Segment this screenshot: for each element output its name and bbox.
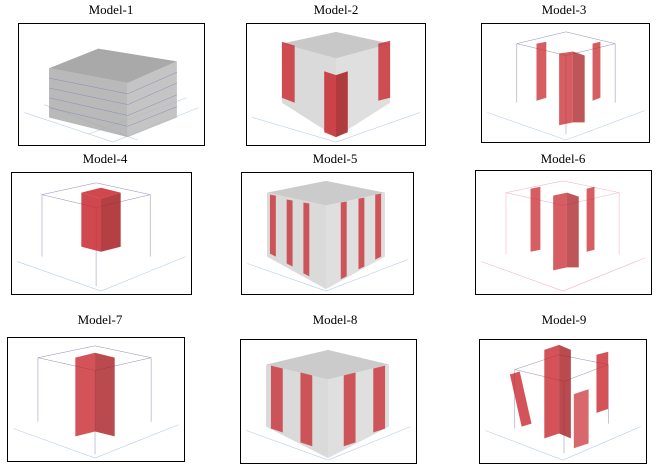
panel-3-image: [481, 23, 650, 143]
panel-8-caption: Model-8: [312, 312, 358, 327]
panel-3-caption: Model-3: [541, 2, 587, 17]
model-1-drawing: [24, 48, 199, 143]
model-5-drawing: [247, 180, 408, 292]
panel-4-caption: Model-4: [82, 151, 128, 166]
panel-9-image: [479, 339, 647, 464]
model-9-drawing: [485, 344, 641, 461]
panel-7-caption: Model-7: [77, 312, 123, 327]
panel-1-caption: Model-1: [88, 2, 134, 17]
model-7-drawing: [13, 345, 179, 459]
panel-9-caption: Model-9: [541, 312, 587, 327]
panel-2-caption: Model-2: [313, 2, 359, 17]
model-8-drawing: [246, 349, 411, 461]
panel-4-image: [11, 172, 192, 295]
panel-1-image: [18, 23, 205, 146]
model-6-drawing: [481, 180, 646, 292]
panel-2-image: [246, 23, 426, 146]
panel-8-image: [240, 339, 417, 464]
panel-6-image: [475, 170, 652, 295]
panel-7-image: [7, 337, 185, 462]
panel-6-caption: Model-6: [540, 151, 586, 166]
model-4-drawing: [17, 182, 186, 292]
model-2-drawing: [252, 31, 420, 143]
model-3-drawing: [487, 31, 645, 141]
panel-5-image: [241, 172, 414, 295]
panel-5-caption: Model-5: [312, 151, 358, 166]
